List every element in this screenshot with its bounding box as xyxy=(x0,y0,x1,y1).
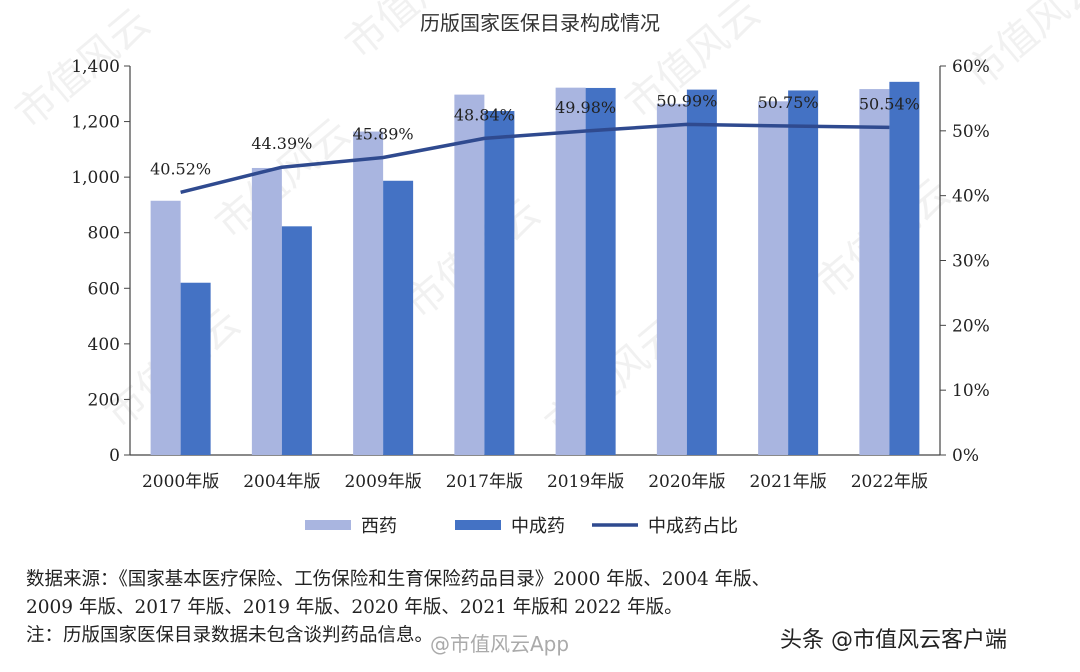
bar-chinese-patent-medicine xyxy=(484,111,515,456)
x-tick-label: 2009年版 xyxy=(344,472,421,492)
bars xyxy=(150,81,920,456)
share-data-label: 44.39% xyxy=(251,134,312,153)
legend-label: 中成药 xyxy=(511,516,565,537)
chart-title: 历版国家医保目录构成情况 xyxy=(420,11,660,35)
x-tick-label: 2000年版 xyxy=(142,472,219,492)
x-tick-label: 2004年版 xyxy=(243,472,320,492)
y2-tick-label: 60% xyxy=(952,57,990,77)
y-tick-label: 400 xyxy=(88,335,120,355)
bar-chinese-patent-medicine xyxy=(281,226,312,455)
bar-western-medicine xyxy=(454,94,485,455)
y2-tick-label: 30% xyxy=(952,252,990,272)
legend: 西药 中成药 中成药占比 xyxy=(305,516,738,537)
watermark-text: 市值风云 xyxy=(957,0,1080,98)
bar-western-medicine xyxy=(758,101,789,456)
share-data-label: 45.89% xyxy=(353,124,414,143)
chart: 市值风云市值风云市值风云市值风云市值风云市值风云市值风云市值风云市值风云 历版国… xyxy=(7,0,1080,537)
share-data-label: 50.75% xyxy=(758,93,819,112)
legend-label: 西药 xyxy=(361,516,397,537)
bar-chinese-patent-medicine xyxy=(383,180,414,455)
y2-tick-label: 40% xyxy=(952,187,990,207)
y-tick-label: 600 xyxy=(88,279,120,299)
source-notes: 数据来源：《国家基本医疗保险、工伤保险和生育保险药品目录》2000 年版、200… xyxy=(26,566,1066,650)
author-credit: 头条 @市值风云客户端 xyxy=(780,628,1007,653)
x-tick-label: 2017年版 xyxy=(446,472,523,492)
y-tick-label: 200 xyxy=(88,390,120,410)
bar-western-medicine xyxy=(251,167,282,455)
note-line: 注：历版国家医保目录数据未包含谈判药品信息。 xyxy=(26,625,434,646)
bar-western-medicine xyxy=(656,103,687,455)
bar-chinese-patent-medicine xyxy=(585,87,616,455)
axes: 0 200 400 600 800 1,000 1,200 1,400 0% 10% 20% 30% 4… xyxy=(71,57,989,492)
y-tick-label: 1,200 xyxy=(71,113,120,133)
legend-swatch xyxy=(305,520,351,530)
y2-tick-label: 10% xyxy=(952,381,990,401)
bar-western-medicine xyxy=(150,200,181,455)
share-line: 40.52% 44.39% 45.89% 48.84% 49.98% 50.99% 50.7… xyxy=(150,91,920,194)
x-tick-label: 2022年版 xyxy=(851,472,928,492)
x-tick-label: 2019年版 xyxy=(547,472,624,492)
legend-label: 中成药占比 xyxy=(648,516,738,537)
share-data-label: 50.99% xyxy=(656,91,717,110)
y-tick-label: 1,400 xyxy=(71,57,120,77)
bar-western-medicine xyxy=(859,89,890,456)
y-tick-label: 800 xyxy=(88,224,120,244)
y2-tick-label: 0% xyxy=(952,446,979,466)
bar-chinese-patent-medicine xyxy=(889,81,920,455)
share-line-path xyxy=(180,122,890,194)
app-watermark: @市值风云App xyxy=(430,632,570,656)
share-data-label: 49.98% xyxy=(555,98,616,117)
source-line-1: 数据来源：《国家基本医疗保险、工伤保险和生育保险药品目录》2000 年版、200… xyxy=(26,569,771,590)
x-tick-label: 2020年版 xyxy=(648,472,725,492)
source-line-2: 2009 年版、2017 年版、2019 年版、2020 年版、2021 年版和… xyxy=(26,597,683,618)
y-tick-label: 0 xyxy=(109,446,120,466)
y-tick-label: 1,000 xyxy=(71,168,120,188)
bar-western-medicine xyxy=(555,87,586,456)
share-data-label: 40.52% xyxy=(150,159,211,178)
legend-swatch xyxy=(455,520,501,530)
x-tick-label: 2021年版 xyxy=(749,472,826,492)
y2-tick-label: 50% xyxy=(952,122,990,142)
share-data-label: 48.84% xyxy=(454,105,515,124)
bar-chinese-patent-medicine xyxy=(788,90,819,456)
y2-tick-label: 20% xyxy=(952,316,990,336)
bar-chinese-patent-medicine xyxy=(180,282,211,455)
bar-western-medicine xyxy=(353,131,384,455)
share-data-label: 50.54% xyxy=(859,94,920,113)
bar-chinese-patent-medicine xyxy=(686,89,717,455)
